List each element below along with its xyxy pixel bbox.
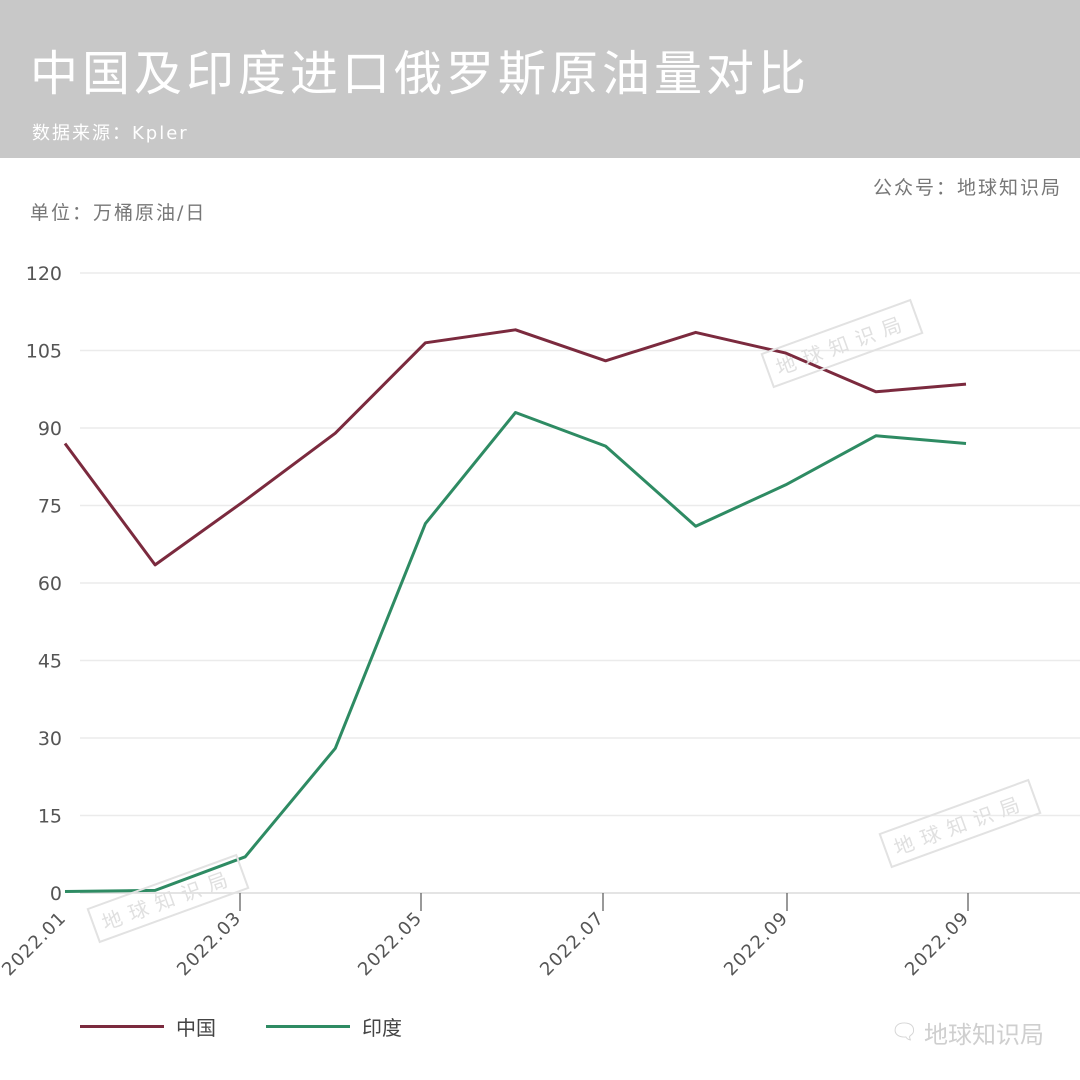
x-tick-label: 2022.09 [901,908,973,980]
legend-label: 中国 [176,1016,216,1040]
y-tick-label: 120 [26,263,62,285]
y-tick-label: 90 [38,418,62,440]
data-source: 数据来源：Kpler [32,123,189,144]
x-tick-label: 2022.03 [173,908,245,980]
y-tick-label: 45 [38,651,62,673]
footer-watermark-text: 地球知识局 [924,1021,1044,1049]
legend-swatch-china [80,1025,164,1028]
chart-title: 中国及印度进口俄罗斯原油量对比 [30,46,811,102]
x-tick-label: 2022.07 [536,908,608,980]
legend: 中国 印度 [80,1012,452,1041]
x-tick-label: 2022.05 [354,908,426,980]
series-lines [63,328,967,893]
wechat-icon: 🗨 [890,1020,918,1045]
y-tick-label: 30 [38,728,62,750]
account-label: 公众号：地球知识局 [872,177,1062,199]
y-tick-label: 105 [26,341,62,363]
series-line [63,328,967,567]
x-tick-label: 2022.01 [0,908,71,980]
legend-swatch-india [266,1025,350,1028]
legend-item-china[interactable]: 中国 [80,1012,216,1041]
unit-label: 单位：万桶原油/日 [30,202,207,224]
grid-lines [80,272,1080,894]
legend-label: 印度 [362,1016,402,1040]
footer-watermark: 🗨 地球知识局 [890,1015,1044,1050]
series-line [64,411,967,893]
y-tick-label: 60 [38,573,62,595]
y-tick-label: 75 [38,496,62,518]
header-banner: 中国及印度进口俄罗斯原油量对比 数据来源：Kpler [0,0,1080,158]
y-axis: 0 15 30 45 60 75 90 105 120 [26,263,62,905]
x-tick-label: 2022.09 [720,908,792,980]
y-tick-label: 0 [50,883,62,905]
line-chart: 0 15 30 45 60 75 90 105 120 2022.01 2022.03 2022.0… [0,263,1080,980]
legend-item-india[interactable]: 印度 [266,1012,402,1041]
y-tick-label: 15 [38,806,62,828]
